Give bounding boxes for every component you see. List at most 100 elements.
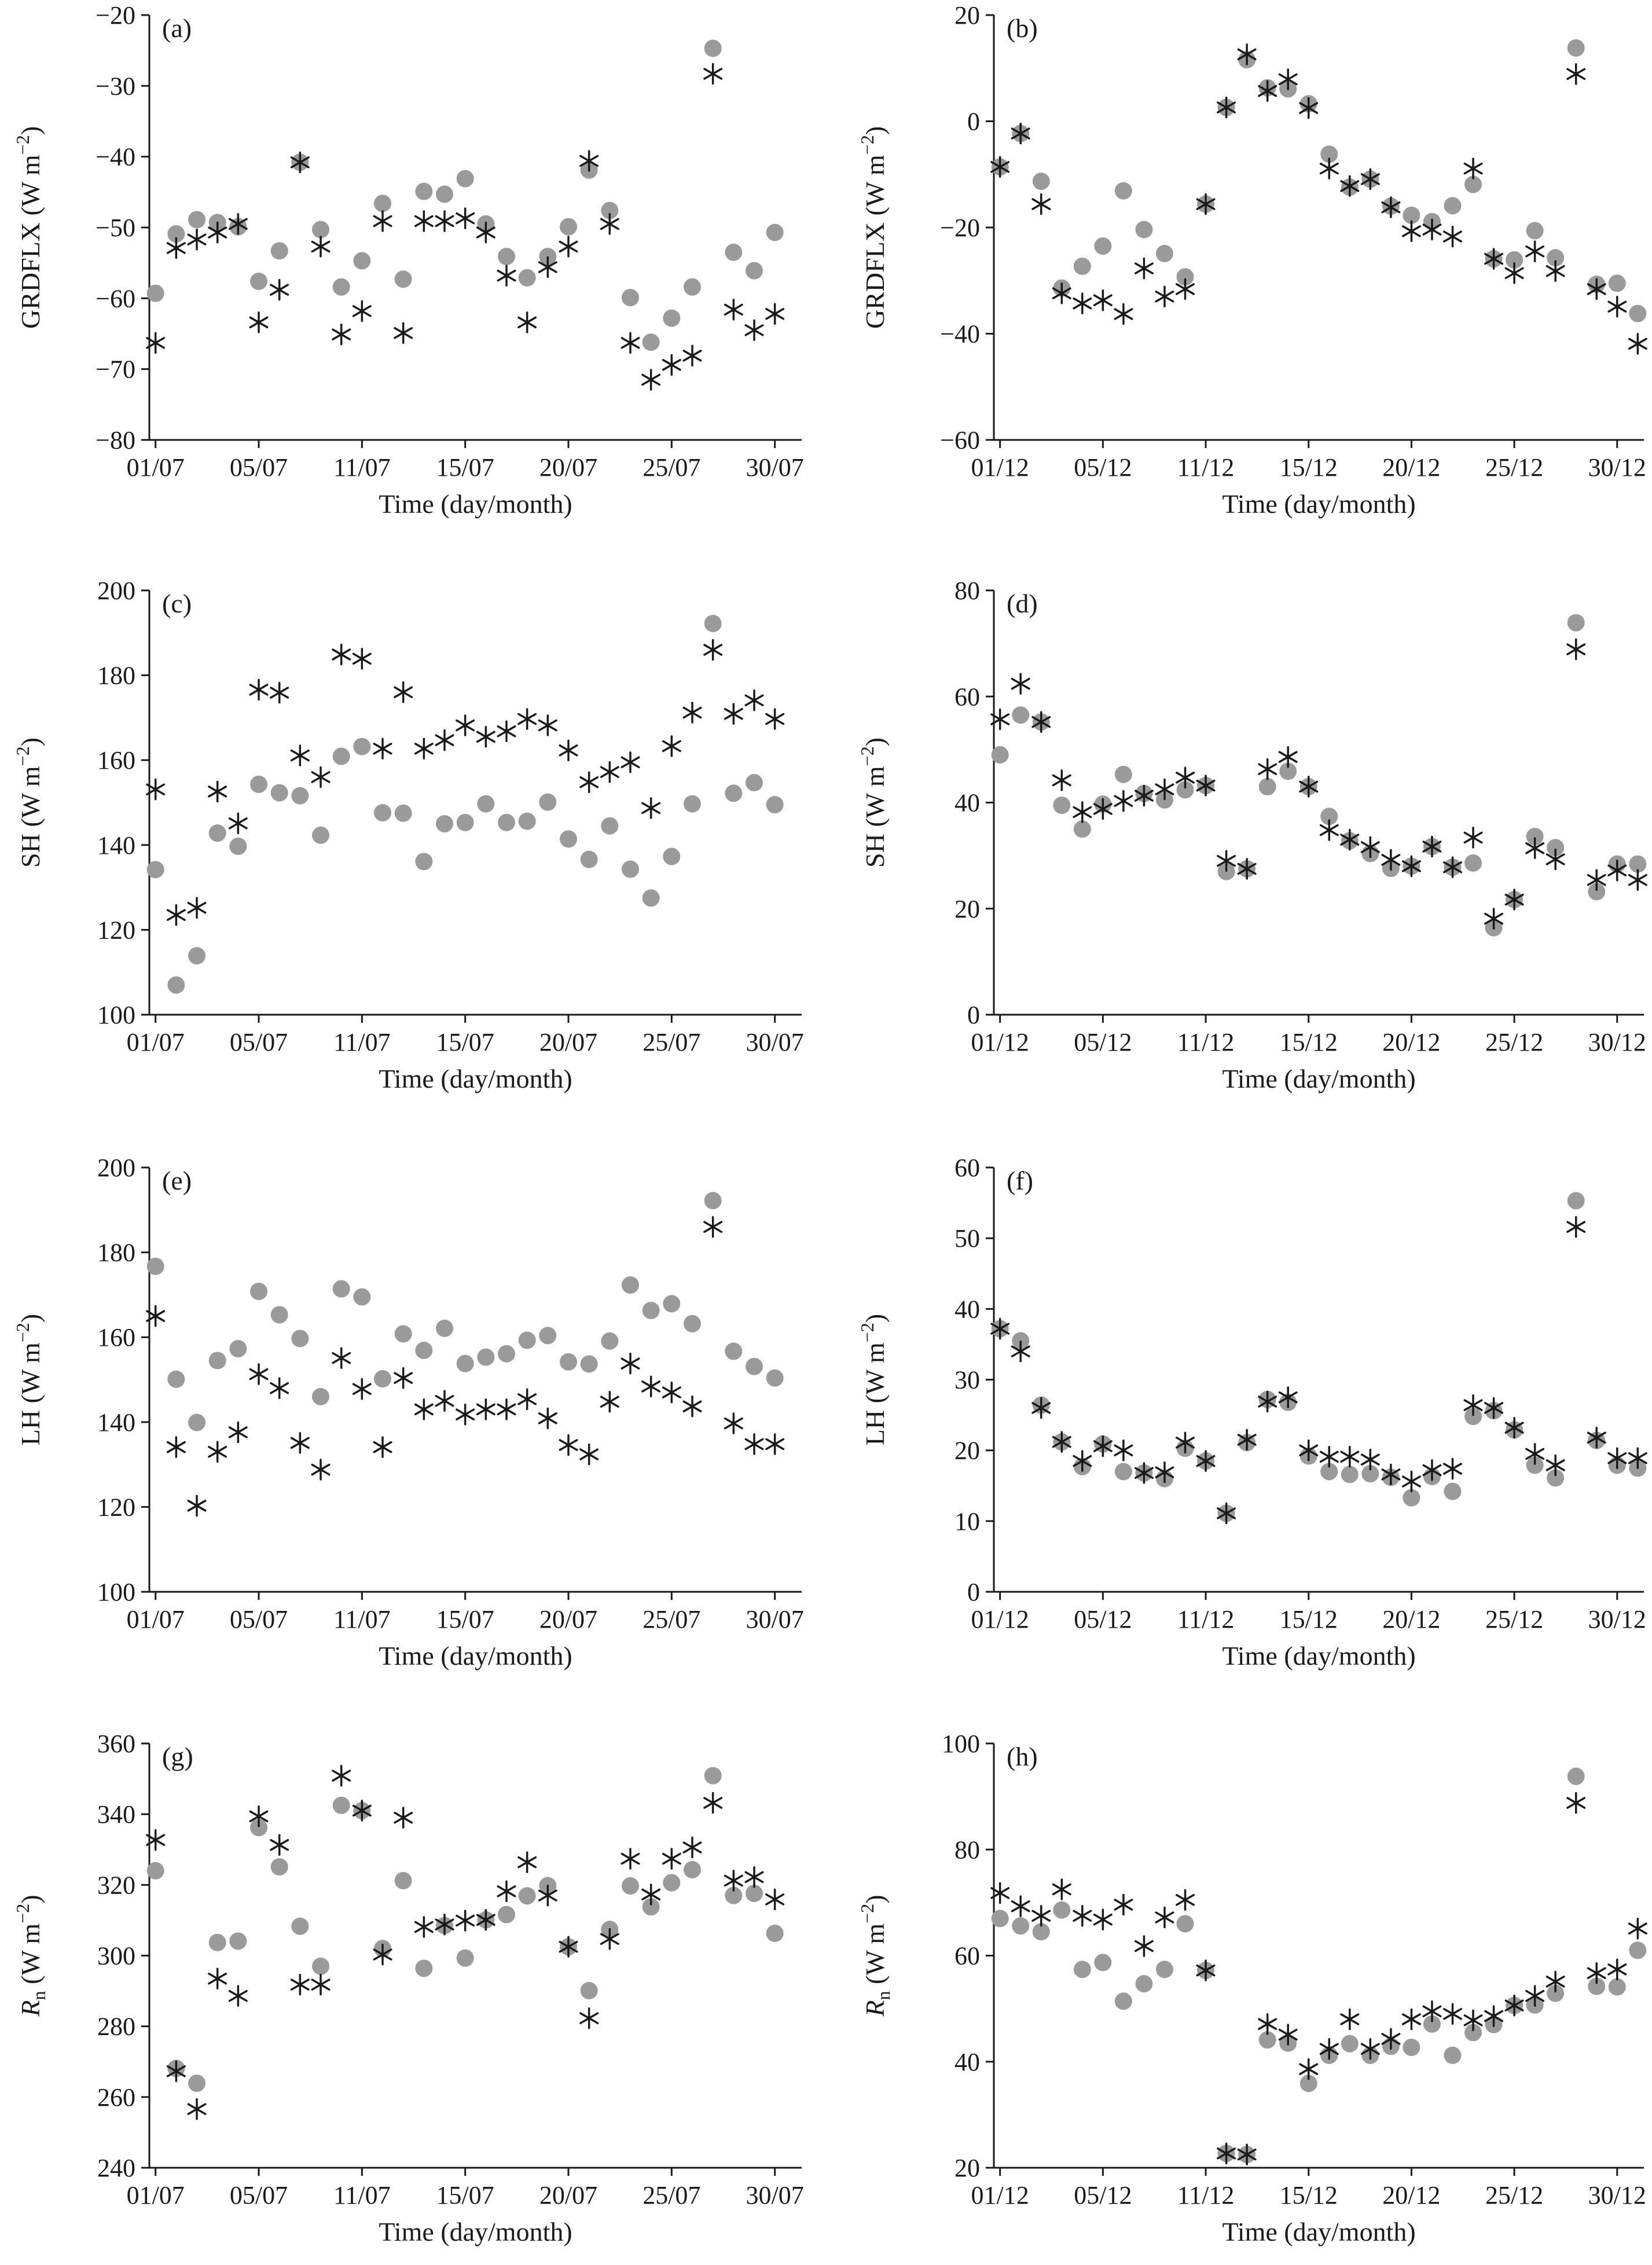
asterisk-point [166, 1436, 186, 1458]
x-tick-label: 30/07 [746, 453, 804, 482]
y-axis-label: GRDFLX (W m−2) [12, 126, 45, 329]
y-tick-label: −70 [96, 355, 135, 384]
circle-point [518, 269, 536, 287]
circle-point [1464, 1408, 1482, 1426]
asterisk-point [1217, 96, 1236, 119]
x-tick-label: 15/07 [436, 1028, 494, 1056]
circle-point [1464, 2024, 1482, 2042]
circle-point [270, 1858, 288, 1876]
asterisk-point [373, 210, 392, 232]
circle-point [436, 185, 454, 203]
circle-point [683, 795, 701, 813]
circle-point [1341, 1466, 1359, 1484]
x-tick-label: 25/12 [1485, 2181, 1543, 2209]
circle-point [353, 1288, 371, 1306]
circle-point [188, 1414, 206, 1431]
asterisk-point [1381, 1463, 1401, 1485]
asterisk-point [1422, 2000, 1442, 2022]
y-tick-label: 120 [97, 1493, 135, 1521]
asterisk-point [1401, 220, 1421, 243]
asterisk-point [1073, 1450, 1092, 1472]
asterisk-point [641, 1375, 661, 1397]
x-tick-label: 30/12 [1588, 453, 1646, 482]
circle-point [312, 1387, 330, 1405]
y-tick-label: −80 [96, 426, 135, 454]
asterisk-point [1278, 746, 1298, 768]
circle-point [1444, 2046, 1462, 2064]
circle-point [745, 1884, 763, 1902]
y-tick-label: 20 [955, 2154, 980, 2182]
circle-point [1114, 765, 1132, 783]
x-tick-label: 25/07 [643, 1605, 700, 1633]
asterisk-point [435, 1913, 454, 1936]
circle-point [663, 847, 681, 865]
x-tick-label: 20/12 [1382, 1028, 1440, 1056]
asterisk-point [662, 735, 681, 757]
circle-point [766, 223, 784, 241]
circle-point [1135, 221, 1153, 238]
asterisk-point [456, 1403, 475, 1426]
circle-point [1320, 145, 1338, 163]
x-tick-label: 11/12 [1177, 2181, 1235, 2209]
circle-point [167, 976, 185, 994]
circle-point [601, 817, 619, 835]
circle-point [456, 813, 474, 831]
y-axis-label: LH (W m−2) [857, 1314, 890, 1445]
circle-point [312, 1957, 330, 1975]
y-tick-label: 180 [97, 662, 135, 690]
asterisk-point [394, 1367, 413, 1389]
circle-point [208, 824, 226, 842]
x-tick-label: 20/12 [1382, 1605, 1440, 1633]
circle-point [621, 1276, 639, 1294]
x-axis-label: Time (day/month) [379, 1064, 572, 1093]
asterisk-point [332, 1347, 351, 1369]
x-tick-label: 11/12 [1177, 1605, 1235, 1633]
circle-point [1094, 237, 1112, 255]
circle-point [229, 1932, 247, 1950]
asterisk-point [290, 1431, 310, 1454]
circle-point [229, 1339, 247, 1357]
x-tick-label: 25/12 [1485, 1028, 1543, 1056]
x-tick-label: 15/12 [1280, 1605, 1338, 1633]
x-tick-label: 30/12 [1588, 1605, 1646, 1633]
asterisk-point [1114, 303, 1133, 325]
circle-point [167, 225, 185, 243]
asterisk-point [1484, 908, 1504, 930]
circle-point [766, 1369, 784, 1387]
x-tick-label: 20/07 [539, 453, 597, 482]
asterisk-point [1176, 1431, 1195, 1453]
circle-point [250, 272, 268, 290]
x-tick-label: 11/12 [1177, 453, 1235, 482]
asterisk-point [662, 1848, 681, 1870]
y-tick-label: 60 [955, 682, 980, 711]
asterisk-point [1401, 1470, 1421, 1493]
asterisk-point [1484, 248, 1504, 270]
asterisk-point [1031, 1397, 1051, 1419]
circle-point [1176, 268, 1194, 286]
x-tick-label: 30/07 [746, 2181, 804, 2209]
asterisk-point [1299, 97, 1319, 119]
x-tick-label: 01/07 [127, 1605, 185, 1633]
x-tick-label: 11/07 [333, 2181, 391, 2209]
asterisk-point [990, 708, 1010, 730]
asterisk-point [497, 720, 516, 743]
x-tick-label: 30/07 [746, 1605, 804, 1633]
panel-label: (h) [1007, 1742, 1038, 1771]
asterisk-point [1258, 1390, 1277, 1413]
x-tick-label: 25/12 [1485, 453, 1543, 482]
asterisk-point [311, 236, 331, 258]
circle-point [1073, 1961, 1091, 1978]
asterisk-point [1319, 157, 1339, 179]
asterisk-point [249, 1805, 269, 1827]
asterisk-point [187, 2098, 207, 2120]
circle-point [1073, 257, 1091, 275]
asterisk-point [1422, 835, 1442, 858]
circle-point [456, 170, 474, 188]
circle-point [1341, 2035, 1359, 2053]
y-tick-label: 80 [955, 1836, 980, 1864]
asterisk-point [641, 1884, 661, 1906]
x-tick-label: 05/07 [230, 1605, 288, 1633]
asterisk-point [1299, 1439, 1319, 1462]
circle-point [704, 1192, 722, 1210]
asterisk-point [435, 210, 454, 232]
